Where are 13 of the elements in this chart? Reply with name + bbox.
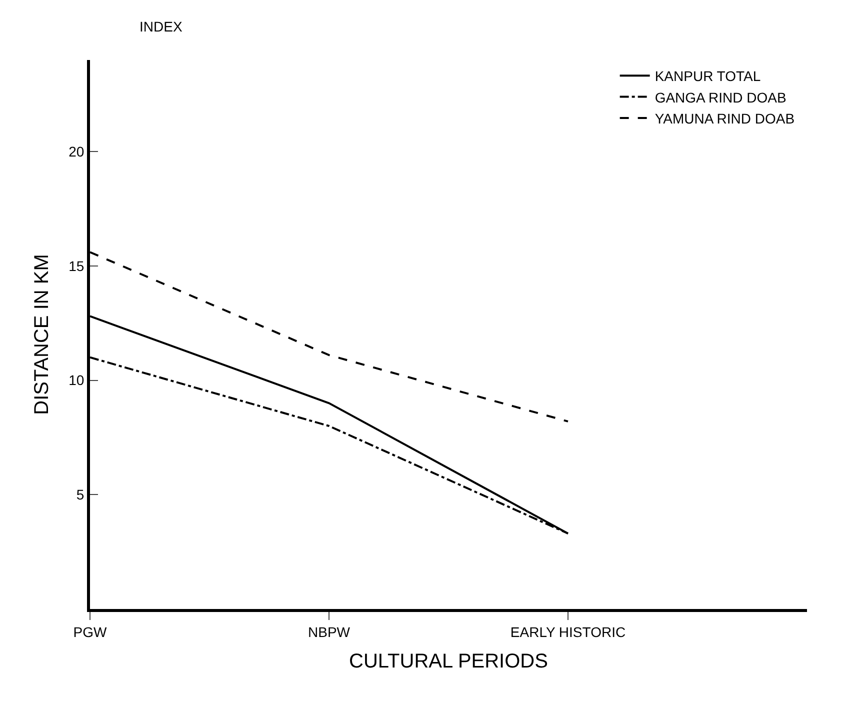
y-tick-label: 20	[68, 143, 84, 160]
y-tick-label: 10	[68, 372, 84, 388]
y-axis-title: DISTANCE IN KM	[31, 254, 54, 415]
y-tick-label: 5	[76, 486, 84, 503]
x-tick-label: NBPW	[308, 624, 351, 640]
x-tick-label: EARLY HISTORIC	[510, 624, 626, 640]
x-axis-title: CULTURAL PERIODS	[349, 650, 548, 672]
chart-title: INDEX	[140, 18, 183, 34]
x-tick-label: PGW	[73, 624, 108, 640]
y-tick-label: 15	[68, 258, 84, 274]
legend-label: KANPUR TOTAL	[654, 68, 761, 84]
legend-label: YAMUNA RIND DOAB	[654, 110, 795, 126]
legend-label: GANGA RIND DOAB	[654, 89, 786, 106]
